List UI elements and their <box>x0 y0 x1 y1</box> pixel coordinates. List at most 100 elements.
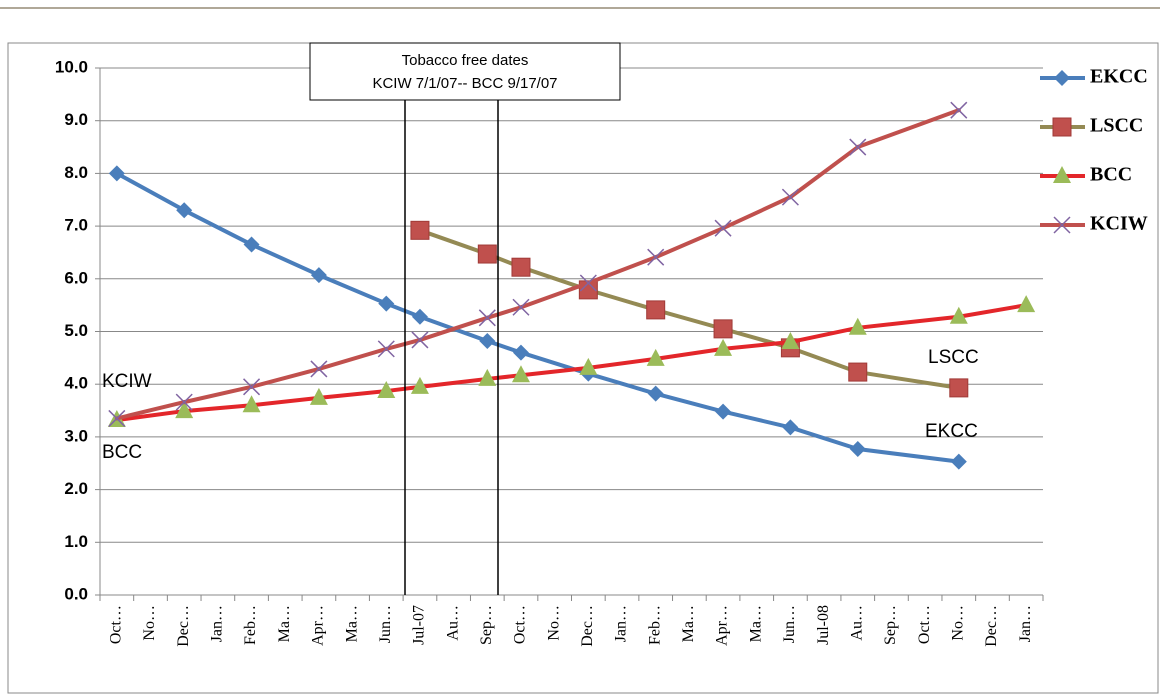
marker <box>715 403 732 420</box>
marker <box>378 295 395 312</box>
line-segment <box>788 145 860 200</box>
line-segment <box>586 371 658 396</box>
marker <box>646 348 665 366</box>
legend-label: EKCC <box>1090 66 1148 88</box>
y-tick-label: 0.0 <box>64 584 88 603</box>
marker <box>782 419 799 436</box>
marker <box>1017 295 1036 313</box>
marker <box>1053 216 1071 234</box>
line-segment <box>182 208 254 247</box>
line-label: LSCC <box>928 347 979 368</box>
line-segment <box>586 287 658 312</box>
marker <box>849 138 867 156</box>
marker <box>1052 117 1072 137</box>
marker <box>714 338 733 356</box>
marker <box>512 298 530 316</box>
x-tick-label: Dec… <box>983 605 1000 647</box>
marker <box>950 453 967 470</box>
x-tick-label: Feb… <box>242 605 259 645</box>
legend-label: BCC <box>1090 164 1132 186</box>
line-segment <box>114 409 187 423</box>
marker <box>849 441 866 458</box>
line-segment <box>417 315 490 342</box>
line-segment <box>721 409 793 430</box>
x-tick-label: Jul-08 <box>815 605 832 645</box>
line-segment <box>653 226 726 260</box>
line-segment <box>384 337 422 351</box>
y-tick-label: 10.0 <box>55 57 88 76</box>
marker <box>1054 70 1070 86</box>
line-segment <box>417 376 490 389</box>
x-tick-label: Sep… <box>478 605 495 645</box>
x-tick-label: Oct… <box>108 605 125 644</box>
y-tick-label: 3.0 <box>64 426 88 445</box>
marker <box>377 381 396 399</box>
legend-label: KCIW <box>1090 213 1148 235</box>
x-tick-label: Apr… <box>714 605 731 646</box>
marker <box>950 101 968 119</box>
marker <box>243 236 260 253</box>
line-label: EKCC <box>925 421 978 442</box>
x-tick-label: Au… <box>444 605 461 641</box>
line-segment <box>788 345 860 375</box>
marker <box>848 317 867 335</box>
x-tick-label: Ma… <box>276 605 293 642</box>
line-segment <box>788 325 860 345</box>
x-tick-label: Jun… <box>377 605 394 643</box>
line-segment <box>114 400 187 421</box>
marker <box>1053 166 1071 183</box>
x-tick-label: Oct… <box>916 605 933 644</box>
marker <box>310 267 327 284</box>
line-segment <box>653 391 726 414</box>
x-tick-label: No… <box>545 605 562 641</box>
y-tick-label: 1.0 <box>64 532 88 551</box>
x-tick-label: Ma… <box>747 605 764 642</box>
line-segment <box>518 281 591 310</box>
marker <box>479 332 496 349</box>
line-segment <box>182 384 254 405</box>
line-segment <box>956 303 1029 319</box>
y-tick-label: 7.0 <box>64 216 88 235</box>
marker <box>242 395 261 413</box>
x-tick-label: Jan… <box>209 605 226 642</box>
marker <box>410 376 429 394</box>
legend-label: LSCC <box>1090 115 1143 137</box>
line-segment <box>485 305 523 320</box>
marker <box>579 274 597 292</box>
x-tick-label: Sep… <box>882 605 899 645</box>
line-segment <box>249 395 321 408</box>
line-segment <box>182 403 254 414</box>
x-tick-label: Dec… <box>579 605 596 647</box>
line-segment <box>316 273 389 306</box>
line-segment <box>855 370 961 390</box>
marker <box>310 360 328 378</box>
line-segment <box>249 366 321 389</box>
x-tick-label: No… <box>141 605 158 641</box>
marker <box>511 365 530 383</box>
marker <box>579 357 598 375</box>
marker <box>176 202 193 219</box>
y-tick-label: 6.0 <box>64 268 88 287</box>
line-segment <box>855 314 961 330</box>
line-segment <box>721 195 793 231</box>
line-segment <box>855 108 961 150</box>
marker <box>647 248 665 266</box>
line-segment <box>316 389 389 400</box>
marker <box>175 401 194 419</box>
marker <box>781 332 800 350</box>
line-segment <box>855 447 961 464</box>
x-tick-label: Jun… <box>781 605 798 643</box>
x-tick-label: Jan… <box>613 605 630 642</box>
line-label: KCIW <box>102 371 152 392</box>
line-segment <box>417 228 490 257</box>
line-label: BCC <box>102 442 142 463</box>
annotation-box <box>309 42 621 101</box>
x-tick-label: Au… <box>848 605 865 641</box>
line-segment <box>518 365 591 378</box>
y-tick-label: 5.0 <box>64 321 88 340</box>
marker <box>848 362 868 382</box>
x-tick-label: Ma… <box>680 605 697 642</box>
marker <box>478 368 497 386</box>
marker <box>477 244 497 264</box>
marker <box>646 300 666 320</box>
